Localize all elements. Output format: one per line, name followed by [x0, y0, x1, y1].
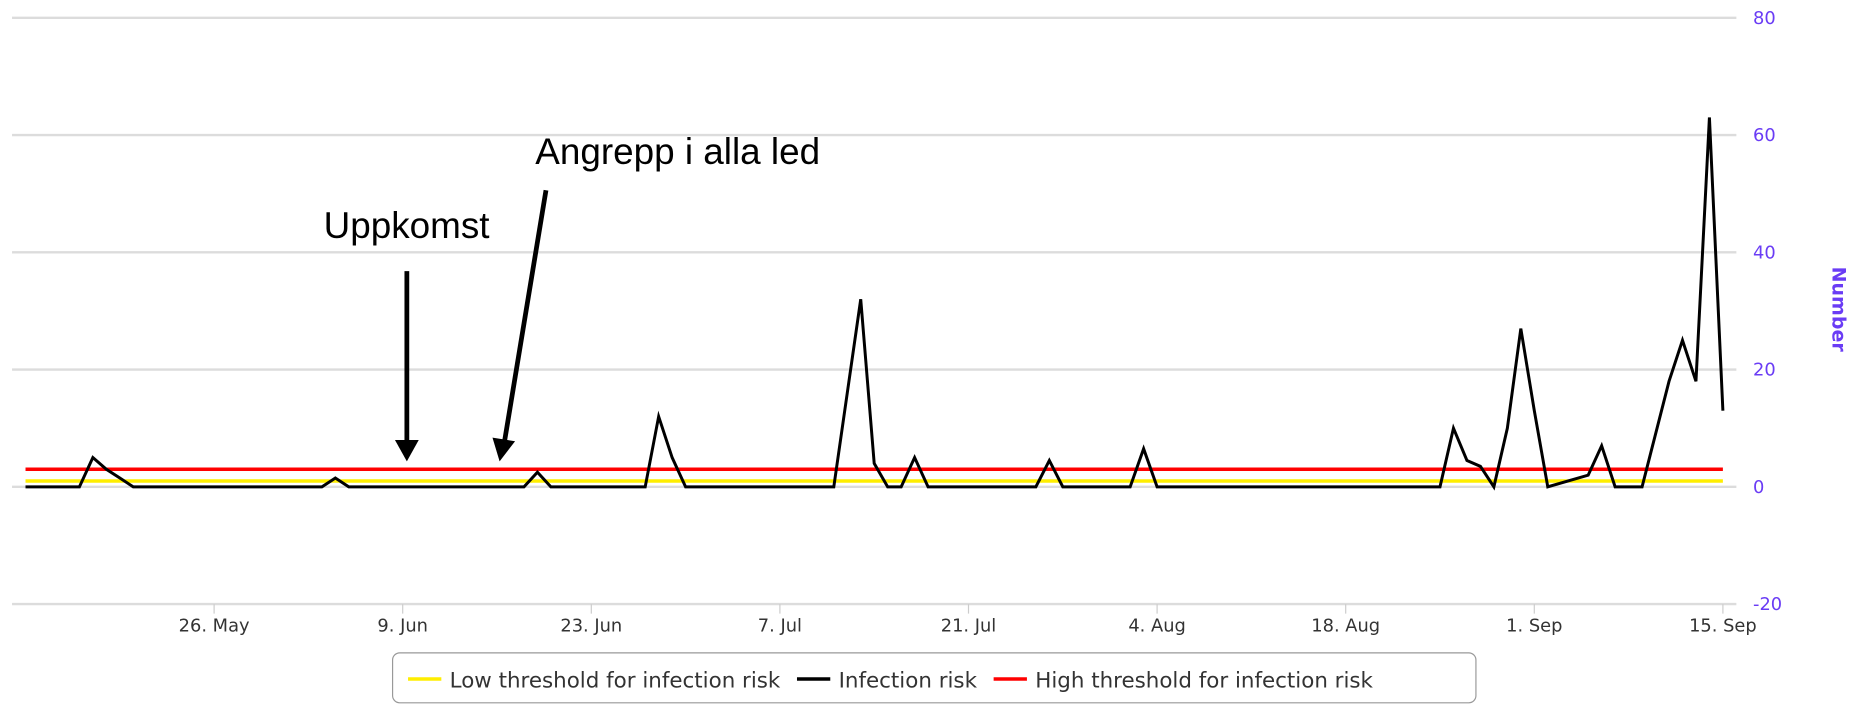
y-tick-label: 20 — [1753, 360, 1776, 381]
arrow — [492, 189, 549, 462]
x-tick-label: 23. Jun — [560, 615, 622, 636]
y-tick-label: 80 — [1753, 8, 1776, 29]
x-tick-label: 26. May — [179, 615, 250, 636]
x-tick-label: 18. Aug — [1311, 615, 1380, 636]
series-line — [25, 117, 1725, 491]
legend-label: Infection risk — [839, 668, 978, 693]
x-tick-label: 15. Sep — [1689, 615, 1757, 636]
grid: -20 0 20 40 60 80 26. May 9. Jun 23. Jun 7. Jul 21… — [12, 8, 1782, 636]
y-axis-label: Number — [1828, 267, 1850, 353]
y-tick-label: 40 — [1753, 242, 1776, 263]
x-tick-label: 9. Jun — [377, 615, 428, 636]
y-tick-label: 0 — [1753, 477, 1764, 498]
y-tick-label: -20 — [1753, 594, 1782, 615]
arrow — [394, 271, 419, 462]
legend-box — [391, 652, 1477, 704]
x-tick-label: 4. Aug — [1128, 615, 1186, 636]
x-tick-label: 1. Sep — [1506, 615, 1562, 636]
legend-label: Low threshold for infection risk — [450, 668, 781, 693]
y-tick-label: 60 — [1753, 125, 1776, 146]
annotation: Uppkomst — [324, 205, 490, 246]
x-tick-label: 21. Jul — [941, 615, 997, 636]
legend: Low threshold for infection risk Infectio… — [408, 668, 1374, 693]
legend-label: High threshold for infection risk — [1035, 668, 1373, 693]
annotation: Angrepp i alla led — [535, 131, 820, 172]
lines — [25, 117, 1725, 491]
x-tick-label: 7. Jul — [758, 615, 802, 636]
